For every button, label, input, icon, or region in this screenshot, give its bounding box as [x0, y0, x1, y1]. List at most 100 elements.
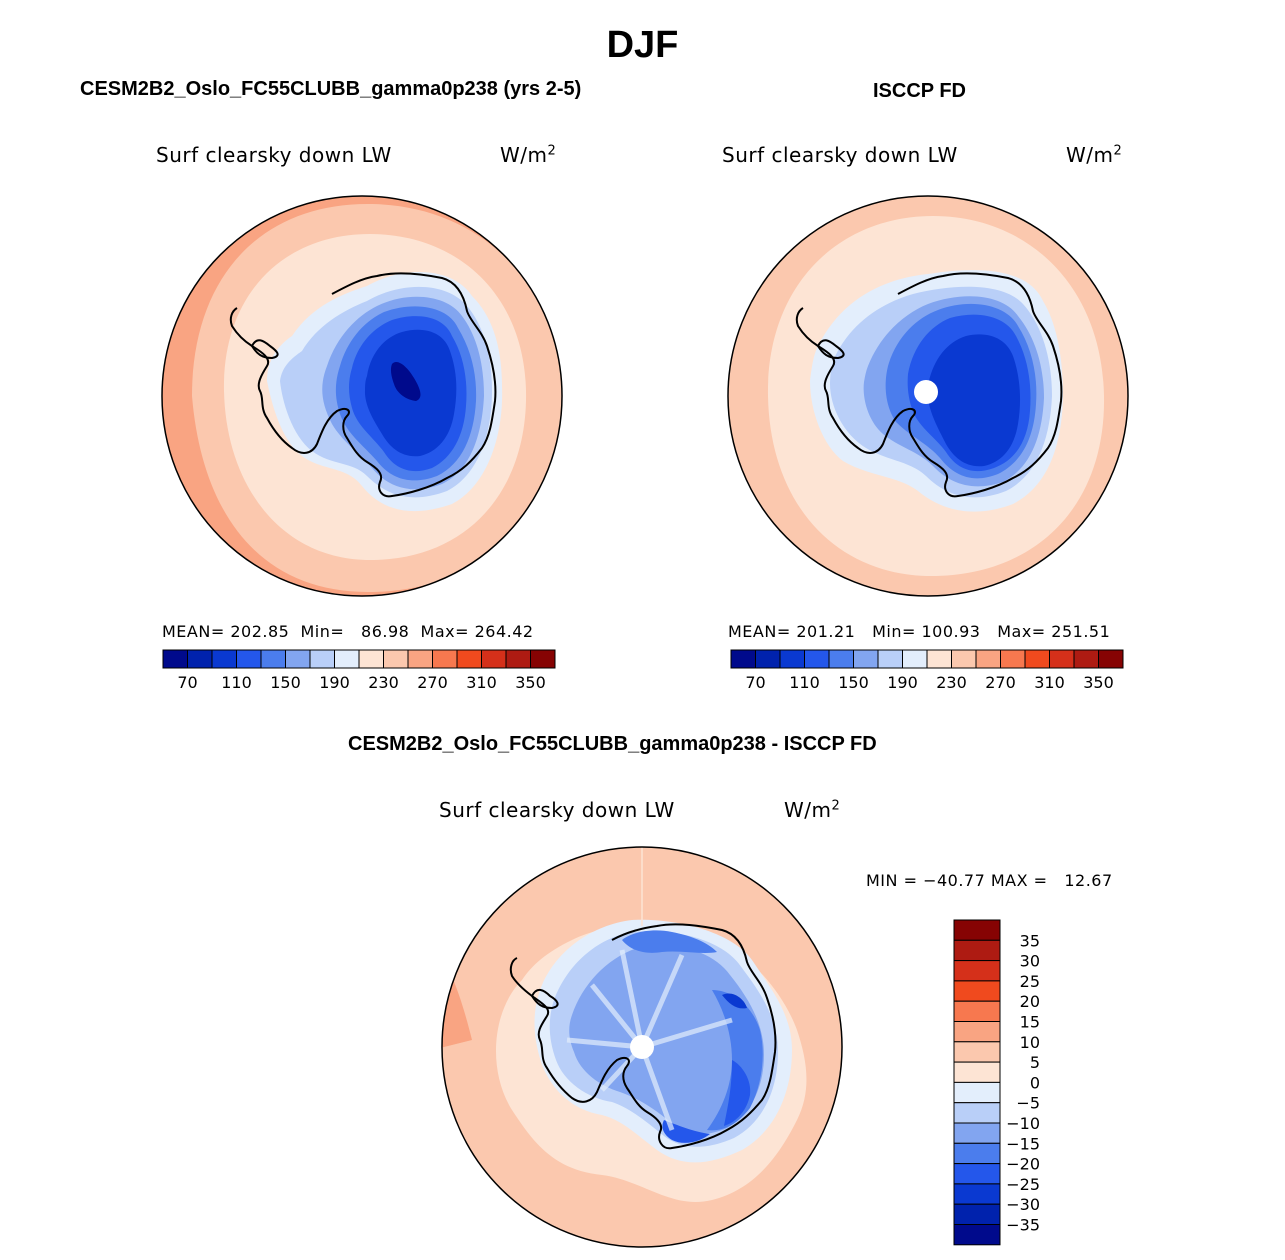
obs-mean-value: 201.21 [796, 622, 856, 641]
diff-colorbar-label: −5 [1016, 1094, 1040, 1113]
obs-colorbar-label: 150 [838, 673, 869, 692]
model-colorbar-box [505, 649, 531, 669]
diff-colorbar-label: −20 [1006, 1155, 1040, 1174]
obs-colorbar-box [975, 649, 1001, 669]
model-max-value: 264.42 [474, 622, 534, 641]
obs-panel-title: ISCCP FD [873, 80, 966, 102]
obs-level-120 [928, 334, 1021, 467]
diff-level-neg25-east [724, 1060, 751, 1126]
model-colorbar: 70 110 150 190 230 270 310 350 [162, 649, 556, 692]
diff-colorbar-label: −35 [1006, 1216, 1040, 1235]
diff-colorbar-label: 30 [1020, 952, 1040, 971]
obs-colorbar-label: 230 [936, 673, 967, 692]
model-colorbar-box [187, 649, 213, 669]
model-coastline [229, 272, 497, 498]
model-panel-title: CESM2B2_Oslo_FC55CLUBB_gamma0p238 (yrs 2… [80, 78, 582, 100]
model-units-text: W/m [500, 143, 548, 167]
model-map [161, 195, 563, 597]
diff-colorbar-box [953, 1203, 1001, 1226]
obs-colorbar-box [804, 649, 830, 669]
model-min-value: 86.98 [361, 622, 410, 641]
diff-map-border [441, 846, 843, 1248]
diff-colorbar-label: 5 [1030, 1053, 1040, 1072]
obs-colorbar-box [1049, 649, 1075, 669]
model-stats: MEAN= 202.85 Min= 86.98 Max= 264.42 [162, 622, 534, 641]
diff-panel-title: CESM2B2_Oslo_FC55CLUBB_gamma0p238 - ISCC… [348, 733, 877, 755]
obs-units-text: W/m [1066, 143, 1114, 167]
diff-pole-hole [630, 1035, 654, 1059]
diff-colorbar-label: −25 [1006, 1175, 1040, 1194]
obs-colorbar-label: 270 [985, 673, 1016, 692]
model-min-label: Min= [300, 622, 345, 641]
model-units-label: W/m2 [500, 143, 556, 167]
obs-colorbar-box [951, 649, 977, 669]
obs-map [727, 195, 1129, 597]
diff-peninsula [530, 989, 559, 1010]
obs-coastline [795, 272, 1063, 498]
model-max-label: Max= [420, 622, 470, 641]
model-units-exponent: 2 [547, 143, 557, 159]
diff-units-label: W/m2 [784, 798, 840, 822]
model-colorbar-box [530, 649, 556, 669]
obs-map-border [727, 195, 1129, 597]
obs-colorbar-box [828, 649, 854, 669]
obs-peninsula [816, 339, 845, 360]
diff-colorbar-label: −15 [1006, 1134, 1040, 1153]
model-colorbar-box [407, 649, 433, 669]
obs-colorbar-box [902, 649, 928, 669]
diff-colorbar-label: 25 [1020, 972, 1040, 991]
diff-colorbar-box [953, 1061, 1001, 1083]
diff-colorbar-box [953, 939, 1001, 962]
diff-colorbar-box [953, 1163, 1001, 1185]
model-colorbar-box [162, 649, 188, 669]
diff-stats: MIN = −40.77 MAX = 12.67 [866, 871, 1113, 890]
obs-colorbar: 70 110 150 190 230 270 310 350 [730, 649, 1124, 692]
diff-colorbar-label: 0 [1030, 1073, 1040, 1092]
obs-colorbar-box [755, 649, 781, 669]
diff-colorbar-box [953, 1224, 1001, 1246]
diff-colorbar-box [953, 1021, 1001, 1043]
model-colorbar-label: 150 [270, 673, 301, 692]
diff-west-band [442, 940, 472, 1050]
diff-variable-label: Surf clearsky down LW [439, 798, 675, 822]
diff-coastline [509, 923, 777, 1150]
model-peninsula [250, 339, 279, 360]
model-colorbar-box [309, 649, 335, 669]
diff-colorbar-box [953, 1142, 1001, 1165]
diff-units-exponent: 2 [831, 798, 841, 814]
obs-min-label: Min= [872, 622, 916, 641]
model-colorbar-label: 110 [221, 673, 252, 692]
model-colorbar-box [211, 649, 237, 669]
model-variable-label: Surf clearsky down LW [156, 143, 392, 167]
model-colorbar-box [334, 649, 360, 669]
model-colorbar-box [481, 649, 507, 669]
diff-streak [566, 1037, 643, 1050]
obs-colorbar-box [779, 649, 805, 669]
model-colorbar-box [236, 649, 262, 669]
obs-variable-label: Surf clearsky down LW [722, 143, 958, 167]
model-colorbar-box [432, 649, 458, 669]
model-mean-label: MEAN= [162, 622, 225, 641]
model-colorbar-label: 230 [368, 673, 399, 692]
diff-colorbar-box [953, 1122, 1001, 1144]
diff-colorbar-label: 10 [1020, 1033, 1040, 1052]
diff-colorbar-label: −10 [1006, 1114, 1040, 1133]
page-title: DJF [606, 24, 679, 66]
diff-colorbar-box [953, 1041, 1001, 1063]
diff-streak [639, 1046, 675, 1131]
diff-level-neg30 [722, 993, 747, 1009]
diff-colorbar-box [953, 919, 1001, 941]
obs-colorbar-label: 310 [1034, 673, 1065, 692]
diff-colorbar-label: −30 [1006, 1195, 1040, 1214]
obs-mean-label: MEAN= [728, 622, 791, 641]
diff-streak [641, 1017, 733, 1050]
diff-level-neg25-south [662, 1120, 710, 1143]
obs-pole-hole [914, 380, 938, 404]
obs-colorbar-box [1073, 649, 1099, 669]
obs-colorbar-box [730, 649, 756, 669]
obs-min-value: 100.93 [921, 622, 981, 641]
model-colorbar-label: 270 [417, 673, 448, 692]
model-level-100 [390, 361, 421, 401]
diff-colorbar-label: 20 [1020, 992, 1040, 1011]
obs-colorbar-box [1000, 649, 1026, 669]
